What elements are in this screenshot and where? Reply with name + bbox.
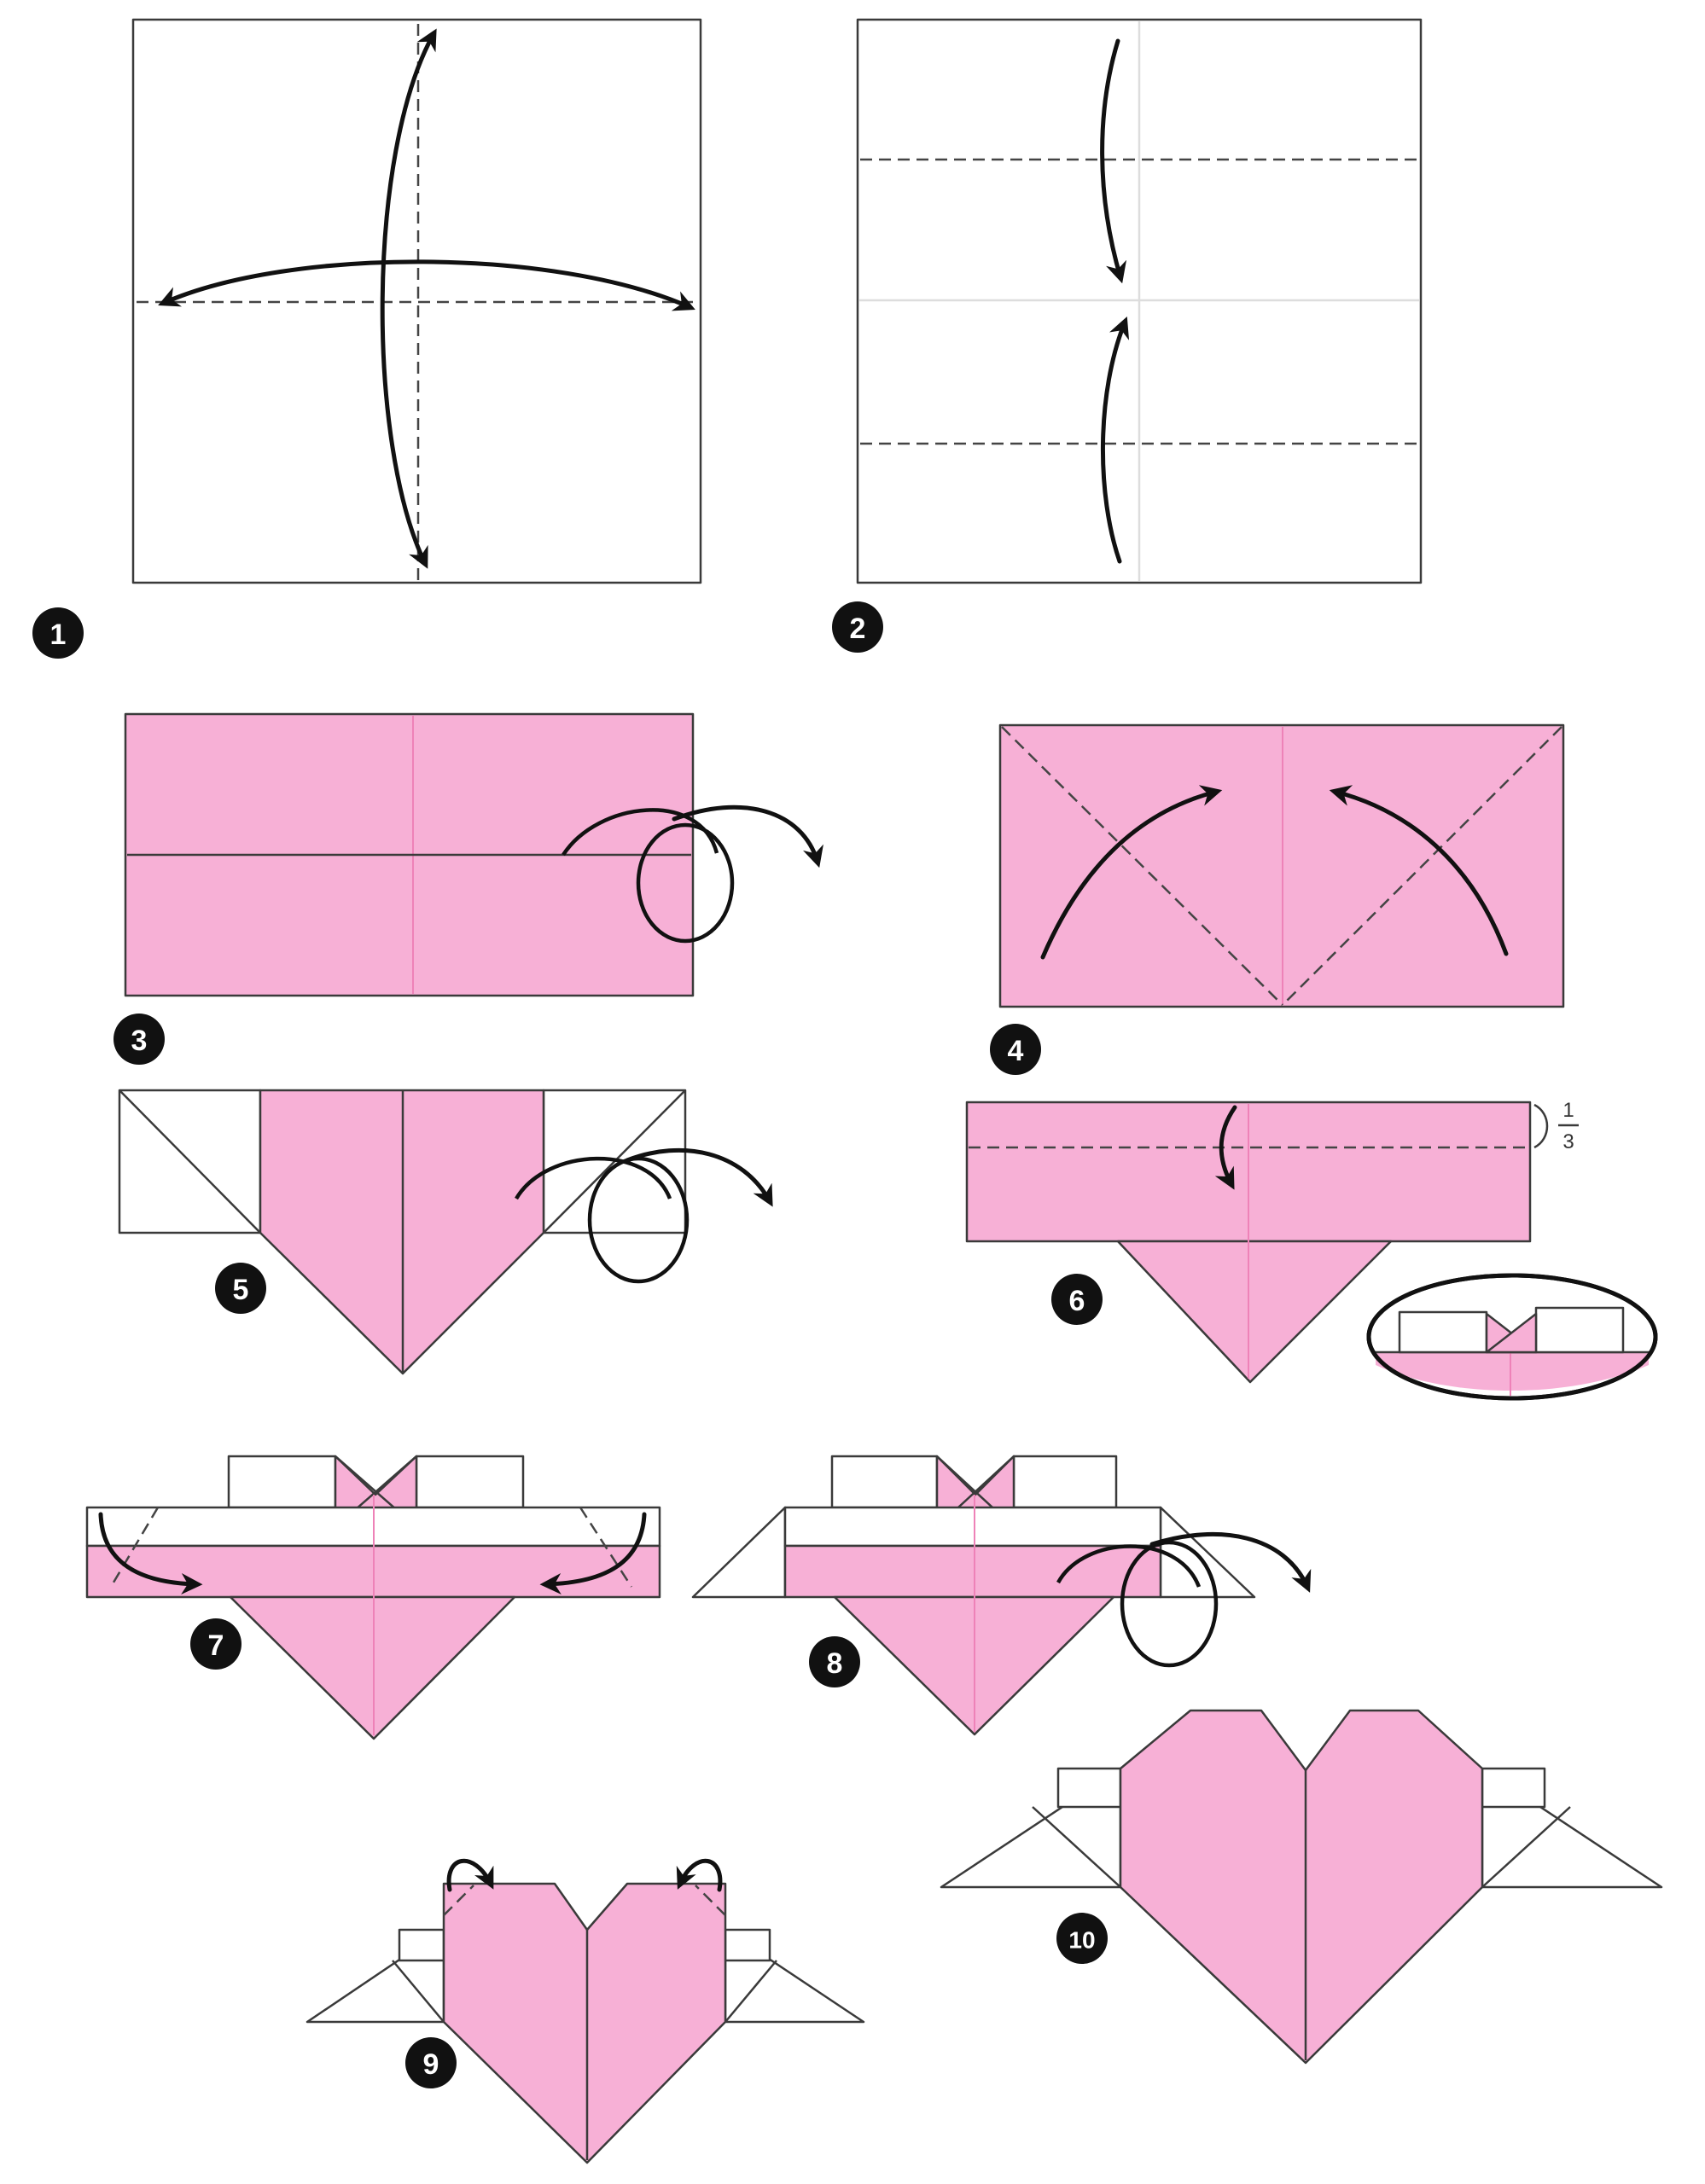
step-5-number: 5 bbox=[233, 1274, 249, 1306]
step-6-badge: 6 bbox=[1051, 1274, 1103, 1325]
step-8-badge: 8 bbox=[809, 1636, 860, 1687]
step-1-badge: 1 bbox=[32, 607, 84, 659]
step-3-badge: 3 bbox=[113, 1014, 165, 1065]
step-6-diagram: 1 3 bbox=[967, 1099, 1656, 1398]
step-7-number: 7 bbox=[208, 1629, 224, 1662]
step-3-number: 3 bbox=[131, 1025, 148, 1057]
step-9-diagram bbox=[307, 1861, 864, 2163]
left-white-wing bbox=[693, 1507, 785, 1597]
step-4-number: 4 bbox=[1008, 1035, 1024, 1067]
fraction-denominator: 3 bbox=[1562, 1130, 1574, 1153]
top-right-tab bbox=[1014, 1456, 1116, 1507]
step-6-number: 6 bbox=[1069, 1285, 1085, 1317]
step-9-number: 9 bbox=[423, 2048, 439, 2081]
step-8-diagram bbox=[693, 1456, 1307, 1734]
fraction-brace bbox=[1534, 1105, 1547, 1147]
step-8-number: 8 bbox=[827, 1647, 843, 1680]
step-10-diagram bbox=[941, 1711, 1661, 2063]
pink-point bbox=[230, 1597, 515, 1739]
pink-point bbox=[1118, 1241, 1391, 1382]
zoom-detail bbox=[1369, 1275, 1656, 1398]
top-left-tab bbox=[229, 1456, 335, 1507]
step-2-diagram bbox=[858, 20, 1421, 583]
step-4-diagram bbox=[1000, 725, 1563, 1007]
step-1-diagram bbox=[133, 20, 701, 583]
finished-pink-heart bbox=[1120, 1711, 1482, 2063]
fraction-numerator: 1 bbox=[1562, 1099, 1574, 1122]
step-3-diagram bbox=[125, 714, 818, 996]
right-white-wing bbox=[1161, 1507, 1254, 1597]
step-1-number: 1 bbox=[50, 619, 67, 651]
step-10-number: 10 bbox=[1068, 1927, 1095, 1954]
step-7-badge: 7 bbox=[190, 1618, 241, 1670]
turn-over-arrow-icon bbox=[674, 807, 818, 862]
top-left-tab bbox=[832, 1456, 937, 1507]
step-7-diagram bbox=[87, 1456, 660, 1739]
top-right-tab bbox=[416, 1456, 523, 1507]
step-5-badge: 5 bbox=[215, 1263, 266, 1314]
step-10-badge: 10 bbox=[1056, 1913, 1108, 1964]
white-band bbox=[785, 1507, 1161, 1546]
step-2-badge: 2 bbox=[832, 601, 883, 653]
step-5-diagram bbox=[119, 1090, 770, 1374]
step-2-number: 2 bbox=[850, 613, 866, 645]
pink-heart bbox=[444, 1884, 725, 2163]
pink-band bbox=[785, 1546, 1161, 1597]
step-9-badge: 9 bbox=[405, 2037, 457, 2088]
step-4-badge: 4 bbox=[990, 1024, 1041, 1075]
